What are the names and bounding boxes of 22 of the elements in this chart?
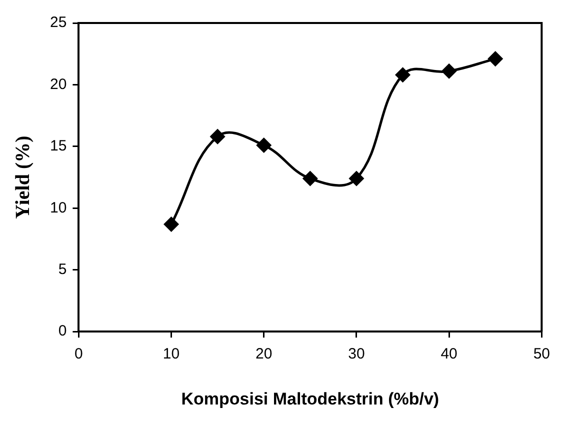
y-tick-label: 0 [58, 322, 67, 340]
point [349, 171, 364, 186]
y-tick-label: 15 [50, 138, 67, 155]
x-tick-label: 30 [348, 346, 365, 363]
point [442, 64, 456, 78]
y-tick-label: 10 [50, 199, 67, 216]
x-tick-label: 50 [533, 346, 550, 363]
x-tick-label: 40 [440, 346, 458, 363]
point [488, 52, 503, 66]
point [164, 216, 179, 232]
y-tick-label: 25 [50, 14, 67, 32]
point [396, 68, 410, 82]
y-tick-label: 20 [50, 76, 67, 93]
point [210, 129, 225, 144]
point [302, 171, 318, 186]
y-axis-title: Yield (%) [12, 136, 34, 219]
x-tick-label: 20 [256, 346, 272, 363]
y-tick-label: 5 [58, 261, 67, 278]
x-tick-label: 10 [162, 346, 180, 363]
point [256, 138, 272, 152]
x-tick-label: 0 [74, 346, 83, 363]
x-axis-title: Komposisi Maltodekstrin (%b/v) [181, 389, 440, 408]
